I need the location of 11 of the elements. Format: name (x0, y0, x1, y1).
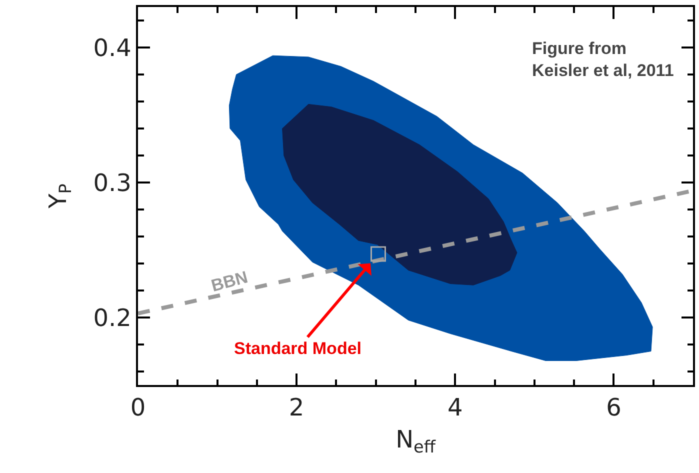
x-tick-label: 0 (130, 394, 146, 422)
y-tick-label: 0.4 (93, 34, 132, 62)
y-tick-label: 0.2 (93, 304, 132, 332)
annotation: Standard Model (234, 339, 362, 358)
x-tick-label: 4 (448, 394, 463, 422)
x-tick-label: 2 (288, 394, 304, 422)
x-tick-label: 6 (606, 394, 622, 422)
annotation: Figure from Keisler et al, 2011 (532, 39, 674, 80)
annotation: BBN (209, 268, 250, 296)
x-axis-title: N$_{eff}$ (396, 425, 436, 456)
y-tick-label: 0.3 (93, 168, 132, 197)
